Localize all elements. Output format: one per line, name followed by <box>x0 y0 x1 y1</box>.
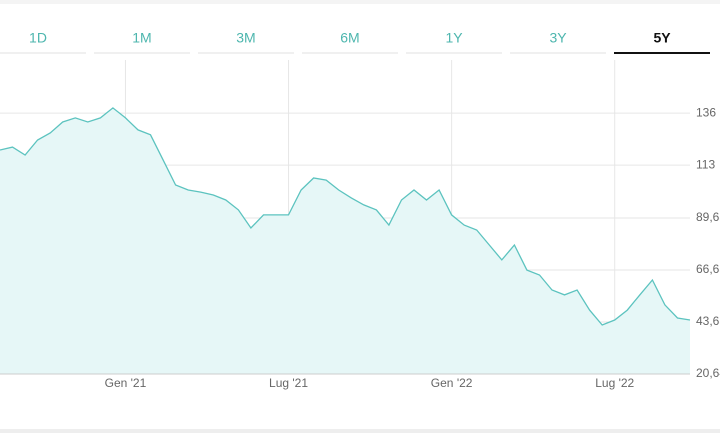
tab[interactable]: 6M <box>340 30 359 46</box>
tab[interactable]: 1D <box>29 30 47 46</box>
tab[interactable]: 3Y <box>549 30 567 46</box>
price-line <box>0 107 691 326</box>
tab-bar: 1D 1M 3M 6M 1Y 3Y 5Y <box>0 30 710 54</box>
x-tick-label: Gen '22 <box>431 376 473 390</box>
x-tick-label: Lug '21 <box>269 376 308 390</box>
area <box>0 107 690 375</box>
chart: 20,64 43,63 66,63 89,63 113 136 Gen '21 Lug '21… <box>0 60 720 390</box>
x-tick-label: Gen '21 <box>105 376 147 390</box>
y-tick-label: 20,64 <box>696 366 720 380</box>
y-tick-label: 89,63 <box>696 210 720 224</box>
x-tick-label: Lug '22 <box>595 376 634 390</box>
y-tick-label: 66,63 <box>696 262 720 276</box>
y-tick-label: 43,63 <box>696 314 720 328</box>
tab[interactable]: 5Y <box>653 30 671 46</box>
tab[interactable]: 1M <box>132 30 151 46</box>
bottom-strip <box>0 429 720 433</box>
y-tick-label: 113 <box>696 157 715 171</box>
y-tick-label: 136 <box>696 105 716 119</box>
tab[interactable]: 1Y <box>445 30 463 46</box>
tab[interactable]: 3M <box>236 30 255 46</box>
top-strip <box>0 0 720 4</box>
